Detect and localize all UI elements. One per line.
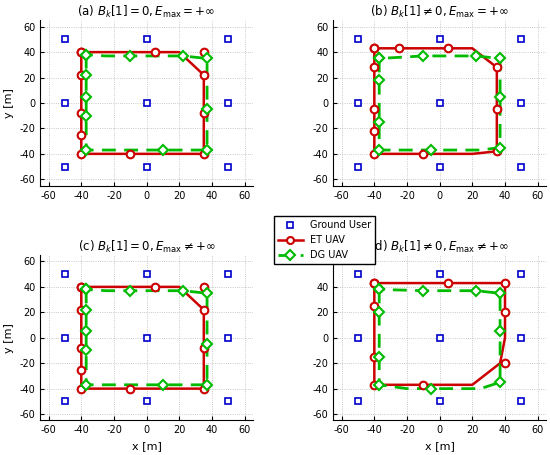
Title: (b) $B_k[1]{\neq}0,E_{\mathrm{max}}{=}{+}\infty$: (b) $B_k[1]{\neq}0,E_{\mathrm{max}}{=}{+…	[370, 4, 509, 20]
Y-axis label: y [m]: y [m]	[4, 323, 14, 353]
X-axis label: x [m]: x [m]	[425, 441, 455, 451]
Title: (c) $B_k[1]{=}0,E_{\mathrm{max}}{\neq}{+}\infty$: (c) $B_k[1]{=}0,E_{\mathrm{max}}{\neq}{+…	[78, 239, 216, 255]
X-axis label: x [m]: x [m]	[131, 441, 162, 451]
Y-axis label: y [m]: y [m]	[4, 88, 14, 118]
Title: (a) $B_k[1]{=}0,E_{\mathrm{max}}{=}{+}\infty$: (a) $B_k[1]{=}0,E_{\mathrm{max}}{=}{+}\i…	[78, 4, 216, 20]
Title: (d) $B_k[1]{\neq}0,E_{\mathrm{max}}{\neq}{+}\infty$: (d) $B_k[1]{\neq}0,E_{\mathrm{max}}{\neq…	[370, 239, 509, 255]
Legend: Ground User, ET UAV, DG UAV: Ground User, ET UAV, DG UAV	[274, 217, 375, 264]
